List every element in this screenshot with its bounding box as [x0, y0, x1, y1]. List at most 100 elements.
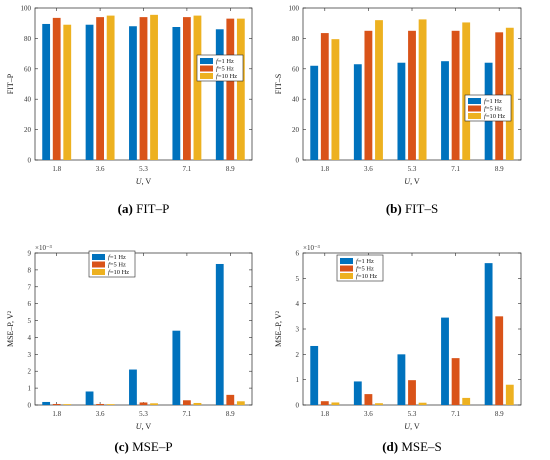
legend-entry-f1: f=1 Hz: [356, 258, 374, 265]
bar-f10-1.8: [63, 24, 72, 160]
x-tick-label: 1.8: [320, 410, 329, 418]
x-axis-label-unit: , V: [410, 422, 420, 431]
legend-entry-rest: =10 Hz: [486, 113, 505, 120]
x-tick-label: 8.9: [226, 410, 235, 418]
y-tick-label: 100: [289, 5, 300, 13]
y-tick-label: 3: [296, 326, 300, 334]
y-exponent-label: ×10⁻³: [35, 244, 52, 252]
legend-entry-var: f: [108, 262, 111, 269]
subfigure-caption: (c) MSE–P: [114, 439, 172, 454]
x-tick-label: 7.1: [451, 410, 460, 418]
y-tick-label: 20: [292, 126, 300, 134]
y-axis-label: FIT–P: [6, 73, 15, 94]
bar-f5-1.8: [52, 403, 61, 405]
legend-swatch-f10: [92, 269, 105, 275]
x-tick-label: 5.3: [408, 410, 417, 418]
bar-f10-3.6: [106, 404, 115, 405]
y-tick-label: 4: [296, 300, 300, 308]
bar-f1-1.8: [42, 401, 51, 405]
legend-entry-f5: f=5 Hz: [356, 266, 374, 273]
legend-entry-var: f: [216, 58, 219, 65]
legend-entry-f1: f=1 Hz: [108, 254, 126, 261]
legend-entry-rest: =5 Hz: [486, 106, 502, 113]
legend-entry-f1: f=1 Hz: [484, 98, 502, 105]
bar-f10-3.6: [375, 20, 383, 160]
bar-f1-1.8: [42, 23, 51, 161]
legend-entry-rest: =10 Hz: [218, 73, 237, 80]
x-tick-label: 5.3: [139, 165, 148, 173]
legend-entry-var: f: [484, 113, 487, 120]
bar-f1-8.9: [215, 29, 224, 161]
legend-entry-f1: f=1 Hz: [216, 58, 234, 65]
x-tick-label: 5.3: [139, 410, 148, 418]
bar-f5-3.6: [96, 403, 105, 405]
legend-swatch-f5: [340, 265, 353, 272]
legend-entry-var: f: [108, 269, 111, 276]
legend-swatch-f10: [468, 113, 481, 119]
bar-f1-7.1: [172, 27, 181, 160]
bar-f10-3.6: [106, 15, 115, 160]
bar-f10-5.3: [150, 403, 158, 405]
legend-entry-f5: f=5 Hz: [484, 106, 502, 113]
bar-f1-1.8: [310, 345, 319, 405]
legend-swatch-f10: [340, 273, 353, 279]
bar-f10-7.1: [193, 402, 202, 405]
bar-f5-5.3: [139, 402, 148, 405]
bar-f5-8.9: [226, 18, 235, 160]
bar-f1-5.3: [129, 26, 137, 160]
bar-f1-5.3: [129, 369, 137, 405]
x-axis-label-unit: , V: [410, 177, 420, 186]
bar-f10-1.8: [331, 39, 340, 160]
legend-entry-rest: =5 Hz: [110, 262, 126, 269]
y-tick-label: 20: [24, 126, 32, 134]
bar-f1-8.9: [484, 263, 493, 405]
bar-f10-5.3: [418, 19, 427, 161]
bar-f5-7.1: [451, 30, 460, 160]
bar-f5-1.8: [320, 401, 329, 405]
y-tick-label: 2: [28, 368, 32, 376]
x-axis-label-var: U: [136, 422, 143, 431]
y-tick-label: 0: [296, 157, 300, 165]
x-tick-label: 8.9: [226, 165, 235, 173]
bar-f5-3.6: [364, 394, 373, 405]
x-tick-label: 7.1: [183, 410, 192, 418]
y-tick-label: 8: [28, 266, 32, 274]
caption-text: FIT–S: [402, 201, 438, 216]
x-tick-label: 8.9: [495, 410, 504, 418]
bar-f1-8.9: [215, 263, 224, 405]
legend-swatch-f1: [200, 58, 213, 64]
bar-f5-8.9: [226, 394, 235, 405]
bar-f10-8.9: [505, 27, 514, 161]
x-tick-label: 7.1: [183, 165, 192, 173]
x-axis-label: U, V: [404, 177, 420, 186]
legend-entry-var: f: [216, 73, 219, 80]
plot-area: [34, 252, 253, 406]
y-tick-label: 40: [24, 96, 32, 104]
x-axis-label-unit: , V: [142, 177, 152, 186]
legend-entry-rest: =1 Hz: [486, 98, 502, 105]
bar-f1-7.1: [441, 317, 449, 405]
x-axis-label-var: U: [404, 422, 411, 431]
legend: f=1 Hzf=5 Hzf=10 Hz: [196, 54, 244, 82]
x-tick-label: 3.6: [96, 410, 105, 418]
bar-f5-8.9: [495, 316, 504, 405]
x-axis-label: U, V: [136, 177, 152, 186]
y-tick-label: 5: [28, 317, 32, 325]
x-tick-label: 3.6: [96, 165, 105, 173]
bar-f5-7.1: [182, 17, 191, 161]
legend-entry-var: f: [356, 273, 359, 280]
bar-f5-5.3: [139, 17, 148, 161]
subfigure-caption: (d) MSE–S: [382, 439, 442, 454]
caption-text: MSE–S: [398, 439, 442, 454]
bar-f1-3.6: [353, 64, 362, 160]
legend-entry-f10: f=10 Hz: [108, 269, 129, 276]
legend-entry-rest: =10 Hz: [110, 269, 129, 276]
y-tick-label: 5: [296, 275, 300, 283]
x-axis-label: U, V: [404, 422, 420, 431]
bar-f5-3.6: [364, 30, 373, 160]
bar-f10-3.6: [375, 403, 383, 405]
caption-tag: (a): [118, 201, 133, 216]
x-tick-label: 1.8: [52, 165, 61, 173]
bar-f10-5.3: [150, 14, 158, 161]
